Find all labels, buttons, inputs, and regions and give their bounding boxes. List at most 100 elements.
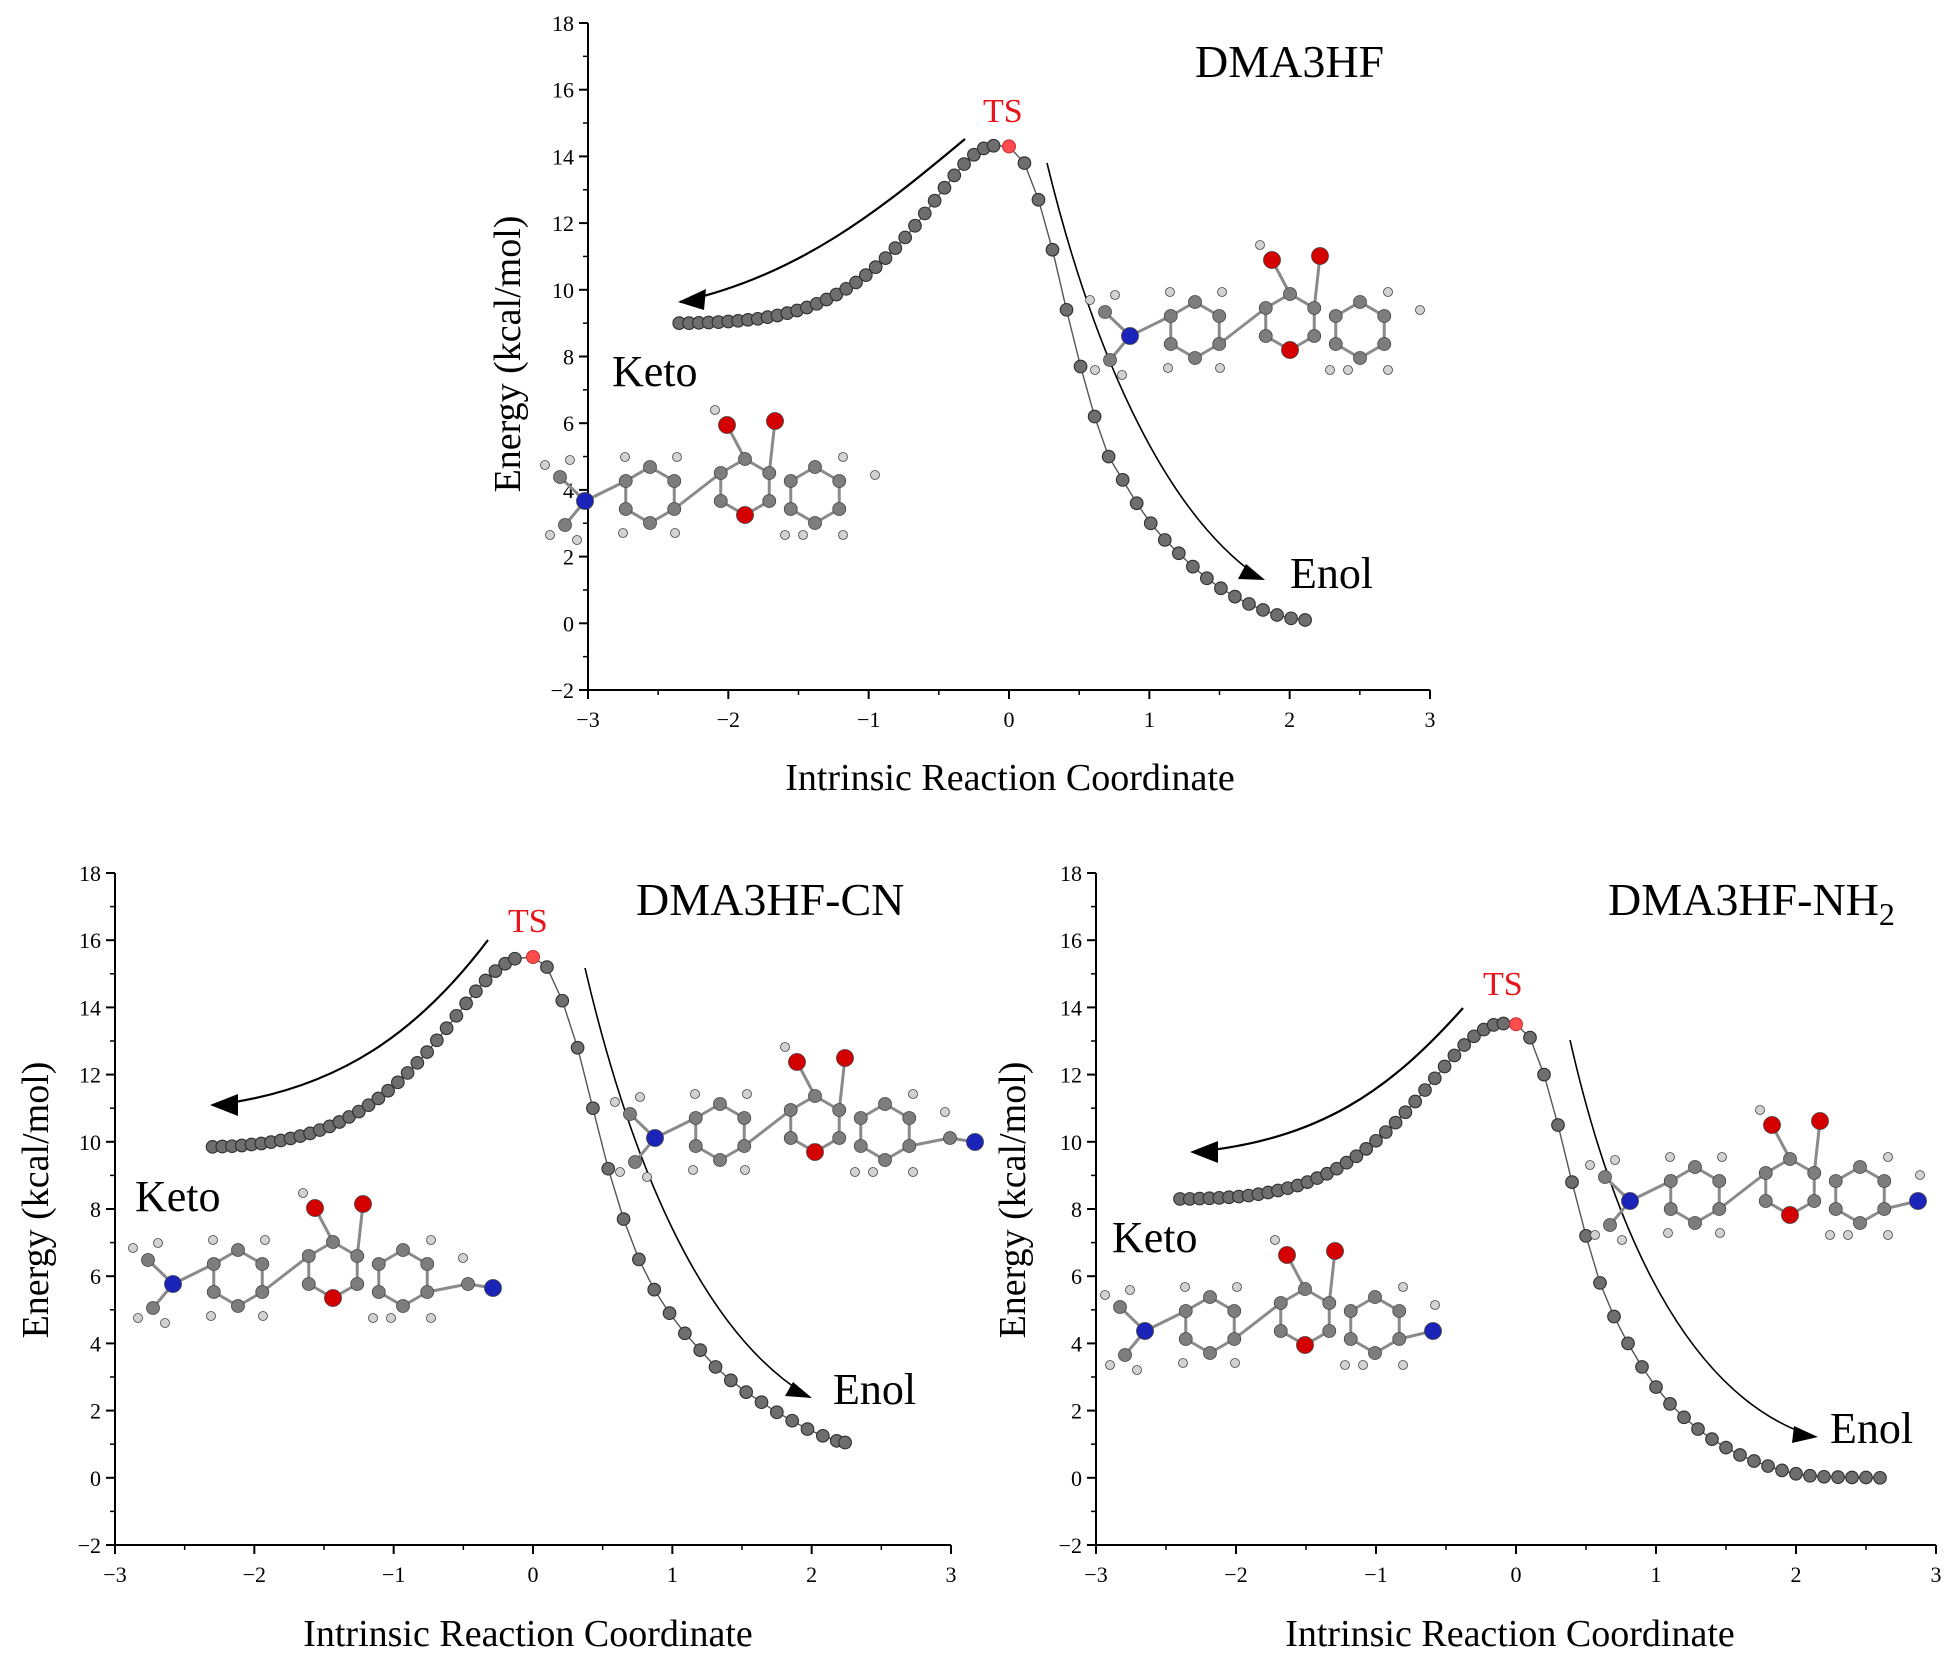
y-tick-label: 14 bbox=[79, 995, 101, 1020]
y-axis-label: Energy (kcal/mol) bbox=[992, 1062, 1034, 1339]
molecule-atom bbox=[1340, 1360, 1350, 1370]
y-tick-label: 2 bbox=[90, 1399, 101, 1424]
y-tick-label: −2 bbox=[1059, 1533, 1082, 1558]
y-tick-label: 14 bbox=[552, 144, 574, 169]
x-tick-label: 0 bbox=[1004, 707, 1015, 732]
irc-data-point bbox=[800, 1422, 815, 1436]
molecule-atom bbox=[1781, 1206, 1799, 1224]
molecule-atom bbox=[1377, 337, 1392, 351]
molecule-atom bbox=[128, 1243, 138, 1253]
irc-data-point bbox=[1621, 1336, 1635, 1351]
irc-data-point bbox=[739, 1385, 754, 1399]
molecule-atom bbox=[808, 516, 822, 530]
enol-label: Enol bbox=[833, 1365, 916, 1414]
ts-label: TS bbox=[508, 903, 548, 940]
chart-title: DMA3HF bbox=[1195, 36, 1384, 87]
molecule-atom bbox=[836, 1049, 854, 1067]
molecule-atom bbox=[713, 1153, 727, 1167]
molecule-atom bbox=[1712, 1174, 1727, 1188]
irc-data-point bbox=[1747, 1454, 1761, 1468]
molecule-atom bbox=[1178, 1332, 1193, 1346]
molecule-atom bbox=[783, 474, 798, 488]
keto-label: Keto bbox=[135, 1172, 221, 1221]
molecule-atom bbox=[1105, 1360, 1115, 1370]
molecule-atom bbox=[368, 1313, 378, 1323]
molecule-atom bbox=[1215, 363, 1225, 373]
y-tick-label: 18 bbox=[552, 11, 574, 36]
molecule-atom bbox=[1100, 1290, 1110, 1300]
irc-data-point bbox=[1719, 1440, 1733, 1455]
irc-data-point bbox=[1635, 1360, 1649, 1374]
y-tick-label: 18 bbox=[1060, 861, 1082, 886]
molecule-atom bbox=[1715, 1228, 1725, 1238]
irc-data-point bbox=[1185, 559, 1200, 574]
molecule-atom bbox=[576, 492, 594, 510]
molecule-atom bbox=[908, 1167, 918, 1177]
irc-data-point bbox=[469, 984, 483, 999]
molecule-atom bbox=[1163, 309, 1178, 323]
irc-data-point bbox=[1087, 409, 1102, 424]
irc-data-point bbox=[1329, 1161, 1344, 1176]
molecule-atom bbox=[1296, 1336, 1314, 1354]
molecule-atom bbox=[1603, 1218, 1617, 1232]
molecule-atom bbox=[1343, 1304, 1358, 1318]
irc-data-point bbox=[1775, 1463, 1789, 1478]
irc-data-point bbox=[1143, 516, 1158, 531]
molecule-atom bbox=[1343, 365, 1353, 375]
molecule-atom bbox=[326, 1235, 340, 1249]
y-tick-label: 8 bbox=[563, 345, 574, 370]
irc-data-point bbox=[1817, 1469, 1831, 1484]
molecule-bond bbox=[743, 1108, 792, 1148]
molecule-atom bbox=[713, 1097, 727, 1111]
irc-data-point bbox=[1388, 1115, 1403, 1130]
molecule-atom bbox=[1188, 295, 1202, 309]
ts-data-point bbox=[1509, 1017, 1523, 1032]
y-tick-label: 10 bbox=[79, 1130, 101, 1155]
molecule-atom bbox=[1377, 309, 1392, 323]
irc-data-point bbox=[1171, 546, 1186, 561]
x-tick-label: −1 bbox=[382, 1562, 405, 1587]
irc-data-point bbox=[540, 960, 554, 974]
molecule-atom bbox=[1688, 1160, 1702, 1174]
irc-data-point bbox=[1523, 1030, 1537, 1045]
molecule-atom bbox=[628, 1155, 642, 1169]
irc-data-point bbox=[478, 973, 493, 988]
molecule-atom bbox=[1328, 309, 1343, 323]
irc-data-point bbox=[927, 193, 942, 208]
x-tick-label: −1 bbox=[1364, 1562, 1387, 1587]
molecule-atom bbox=[153, 1238, 163, 1248]
irc-data-point bbox=[898, 230, 913, 245]
x-tick-label: 3 bbox=[1931, 1562, 1942, 1587]
irc-data-point bbox=[371, 1091, 386, 1106]
x-tick-label: 3 bbox=[1425, 707, 1436, 732]
molecule-atom bbox=[713, 494, 728, 508]
y-tick-label: 4 bbox=[1071, 1331, 1082, 1356]
molecule-atom bbox=[718, 416, 736, 434]
chart-title-subscript: 2 bbox=[1879, 896, 1895, 932]
y-tick-label: 10 bbox=[552, 278, 574, 303]
irc-data-point bbox=[400, 1066, 415, 1080]
enol-direction-arrow bbox=[1569, 1039, 1813, 1437]
molecule-atom bbox=[386, 1313, 396, 1323]
molecule-atom bbox=[1103, 353, 1117, 367]
x-tick-label: −3 bbox=[1084, 1562, 1107, 1587]
molecule-atom bbox=[762, 494, 777, 508]
molecule-atom bbox=[670, 528, 680, 538]
molecule-atom bbox=[1343, 1332, 1358, 1346]
molecule-atom bbox=[1398, 1282, 1408, 1292]
molecule-atom bbox=[1136, 1322, 1154, 1340]
irc-data-point bbox=[888, 241, 903, 255]
molecule-atom bbox=[808, 460, 822, 474]
molecule-atom bbox=[1283, 287, 1297, 301]
enol-direction-arrow bbox=[584, 967, 807, 1396]
molecule-atom bbox=[1165, 287, 1175, 297]
irc-data-point bbox=[967, 147, 981, 162]
irc-data-point bbox=[616, 1212, 631, 1226]
irc-data-point bbox=[1761, 1459, 1775, 1473]
molecule-atom bbox=[1180, 1282, 1190, 1292]
molecule-atom bbox=[206, 1311, 216, 1321]
irc-data-point bbox=[724, 1373, 738, 1388]
x-tick-label: −3 bbox=[576, 707, 599, 732]
molecule-bond bbox=[673, 471, 722, 511]
